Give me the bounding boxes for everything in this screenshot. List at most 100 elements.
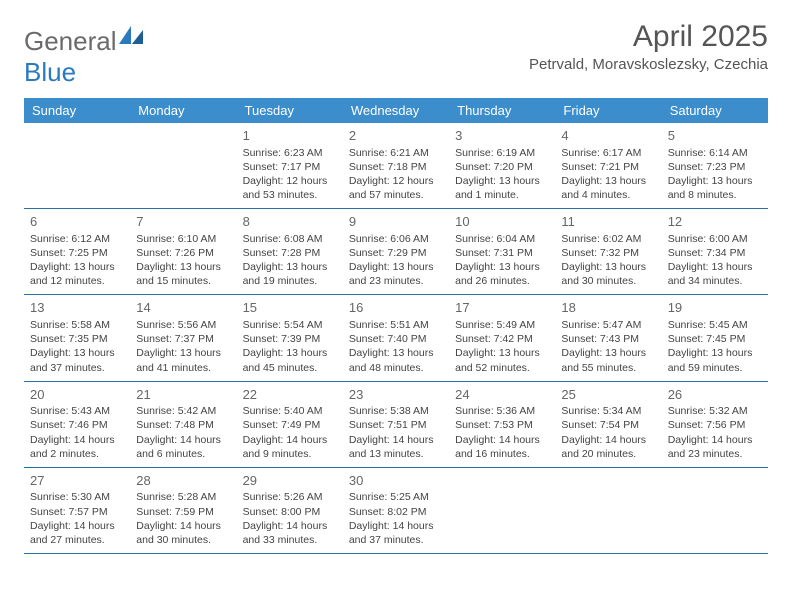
daylight-text: Daylight: 13 hours and 34 minutes. — [668, 260, 762, 288]
day-number: 8 — [243, 213, 337, 231]
daylight-text: Daylight: 14 hours and 33 minutes. — [243, 519, 337, 547]
sunset-text: Sunset: 7:21 PM — [561, 160, 655, 174]
day-number: 14 — [136, 299, 230, 317]
sunrise-text: Sunrise: 5:38 AM — [349, 404, 443, 418]
sunset-text: Sunset: 8:02 PM — [349, 505, 443, 519]
daylight-text: Daylight: 13 hours and 4 minutes. — [561, 174, 655, 202]
sunset-text: Sunset: 7:43 PM — [561, 332, 655, 346]
day-cell: 8Sunrise: 6:08 AMSunset: 7:28 PMDaylight… — [237, 209, 343, 295]
day-number: 13 — [30, 299, 124, 317]
day-number: 17 — [455, 299, 549, 317]
sunset-text: Sunset: 7:45 PM — [668, 332, 762, 346]
sunset-text: Sunset: 7:53 PM — [455, 418, 549, 432]
day-number: 5 — [668, 127, 762, 145]
sunrise-text: Sunrise: 5:43 AM — [30, 404, 124, 418]
day-cell: 24Sunrise: 5:36 AMSunset: 7:53 PMDayligh… — [449, 381, 555, 467]
sunset-text: Sunset: 7:54 PM — [561, 418, 655, 432]
sunset-text: Sunset: 7:39 PM — [243, 332, 337, 346]
sunrise-text: Sunrise: 6:06 AM — [349, 232, 443, 246]
sunrise-text: Sunrise: 5:28 AM — [136, 490, 230, 504]
month-title: April 2025 — [529, 20, 768, 54]
sunset-text: Sunset: 7:17 PM — [243, 160, 337, 174]
day-cell: 30Sunrise: 5:25 AMSunset: 8:02 PMDayligh… — [343, 467, 449, 553]
week-row: 27Sunrise: 5:30 AMSunset: 7:57 PMDayligh… — [24, 467, 768, 553]
day-number: 21 — [136, 386, 230, 404]
day-number: 23 — [349, 386, 443, 404]
day-number: 25 — [561, 386, 655, 404]
col-tuesday: Tuesday — [237, 98, 343, 123]
daylight-text: Daylight: 14 hours and 30 minutes. — [136, 519, 230, 547]
day-cell: 22Sunrise: 5:40 AMSunset: 7:49 PMDayligh… — [237, 381, 343, 467]
day-cell — [130, 123, 236, 209]
day-number: 9 — [349, 213, 443, 231]
week-row: 1Sunrise: 6:23 AMSunset: 7:17 PMDaylight… — [24, 123, 768, 209]
week-row: 20Sunrise: 5:43 AMSunset: 7:46 PMDayligh… — [24, 381, 768, 467]
day-cell: 23Sunrise: 5:38 AMSunset: 7:51 PMDayligh… — [343, 381, 449, 467]
daylight-text: Daylight: 13 hours and 23 minutes. — [349, 260, 443, 288]
col-thursday: Thursday — [449, 98, 555, 123]
sunset-text: Sunset: 7:35 PM — [30, 332, 124, 346]
sunrise-text: Sunrise: 6:08 AM — [243, 232, 337, 246]
daylight-text: Daylight: 14 hours and 20 minutes. — [561, 433, 655, 461]
week-row: 13Sunrise: 5:58 AMSunset: 7:35 PM Dayligh… — [24, 295, 768, 381]
sunrise-text: Sunrise: 6:23 AM — [243, 146, 337, 160]
day-cell — [24, 123, 130, 209]
day-cell: 10Sunrise: 6:04 AMSunset: 7:31 PMDayligh… — [449, 209, 555, 295]
sunset-text: Sunset: 8:00 PM — [243, 505, 337, 519]
day-cell: 4Sunrise: 6:17 AMSunset: 7:21 PMDaylight… — [555, 123, 661, 209]
day-number: 24 — [455, 386, 549, 404]
sunset-text: Sunset: 7:56 PM — [668, 418, 762, 432]
daylight-text: Daylight: 14 hours and 6 minutes. — [136, 433, 230, 461]
logo-text-2: Blue — [24, 57, 76, 88]
sunset-text: Sunset: 7:32 PM — [561, 246, 655, 260]
sunset-text: Sunset: 7:42 PM — [455, 332, 549, 346]
day-cell: 13Sunrise: 5:58 AMSunset: 7:35 PMDayligh… — [24, 295, 130, 381]
sunrise-text: Sunrise: 5:34 AM — [561, 404, 655, 418]
sunset-text: Sunset: 7:48 PM — [136, 418, 230, 432]
sunrise-text: Sunrise: 6:17 AM — [561, 146, 655, 160]
col-sunday: Sunday — [24, 98, 130, 123]
day-number: 26 — [668, 386, 762, 404]
daylight-text: Daylight: 13 hours and 55 minutes. — [561, 346, 655, 374]
day-number: 10 — [455, 213, 549, 231]
day-number: 7 — [136, 213, 230, 231]
day-number: 18 — [561, 299, 655, 317]
day-cell: 3Sunrise: 6:19 AMSunset: 7:20 PMDaylight… — [449, 123, 555, 209]
sunset-text: Sunset: 7:18 PM — [349, 160, 443, 174]
sunrise-text: Sunrise: 5:25 AM — [349, 490, 443, 504]
sunset-text: Sunset: 7:28 PM — [243, 246, 337, 260]
day-number: 29 — [243, 472, 337, 490]
sunset-text: Sunset: 7:26 PM — [136, 246, 230, 260]
daylight-text: Daylight: 13 hours and 52 minutes. — [455, 346, 549, 374]
sunset-text: Sunset: 7:23 PM — [668, 160, 762, 174]
col-monday: Monday — [130, 98, 236, 123]
sunrise-text: Sunrise: 5:58 AM — [30, 318, 124, 332]
sunrise-text: Sunrise: 5:32 AM — [668, 404, 762, 418]
daylight-text: Daylight: 14 hours and 13 minutes. — [349, 433, 443, 461]
day-number: 20 — [30, 386, 124, 404]
day-number: 27 — [30, 472, 124, 490]
week-row: 6Sunrise: 6:12 AMSunset: 7:25 PMDaylight… — [24, 209, 768, 295]
logo: General — [24, 20, 145, 57]
sunrise-text: Sunrise: 6:00 AM — [668, 232, 762, 246]
logo-sail-icon — [119, 22, 145, 53]
day-cell: 18Sunrise: 5:47 AMSunset: 7:43 PMDayligh… — [555, 295, 661, 381]
day-number: 12 — [668, 213, 762, 231]
sunset-text: Sunset: 7:59 PM — [136, 505, 230, 519]
sunrise-text: Sunrise: 5:26 AM — [243, 490, 337, 504]
sunrise-text: Sunrise: 5:42 AM — [136, 404, 230, 418]
daylight-text: Daylight: 13 hours and 59 minutes. — [668, 346, 762, 374]
sunrise-text: Sunrise: 6:21 AM — [349, 146, 443, 160]
daylight-text: Daylight: 13 hours and 12 minutes. — [30, 260, 124, 288]
day-cell: 27Sunrise: 5:30 AMSunset: 7:57 PMDayligh… — [24, 467, 130, 553]
day-number: 22 — [243, 386, 337, 404]
sunset-text: Sunset: 7:51 PM — [349, 418, 443, 432]
day-cell — [555, 467, 661, 553]
day-cell: 29Sunrise: 5:26 AMSunset: 8:00 PMDayligh… — [237, 467, 343, 553]
day-cell: 17Sunrise: 5:49 AMSunset: 7:42 PMDayligh… — [449, 295, 555, 381]
day-cell — [662, 467, 768, 553]
day-number: 4 — [561, 127, 655, 145]
sunset-text: Sunset: 7:37 PM — [136, 332, 230, 346]
daylight-text: Daylight: 14 hours and 2 minutes. — [30, 433, 124, 461]
sunrise-text: Sunrise: 5:45 AM — [668, 318, 762, 332]
